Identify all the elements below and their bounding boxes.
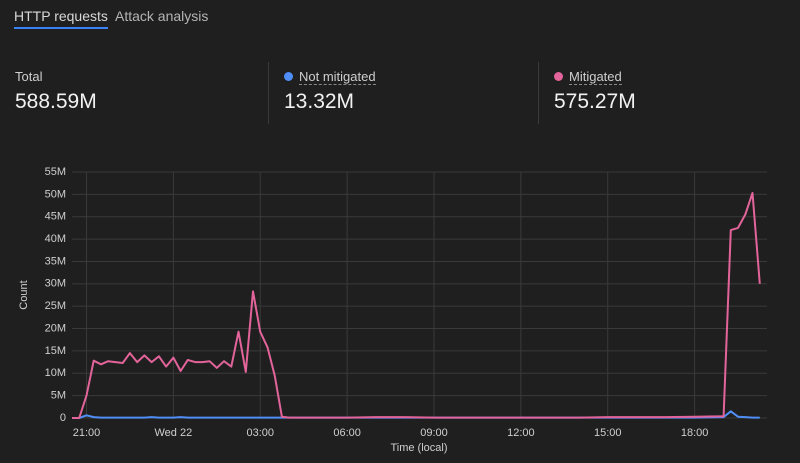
y-tick-label: 0 xyxy=(60,412,66,424)
y-tick-label: 10M xyxy=(45,367,66,379)
series-line xyxy=(72,192,761,419)
x-tick-label: 21:00 xyxy=(73,427,101,439)
x-tick-label: 03:00 xyxy=(246,427,274,439)
y-tick-label: 25M xyxy=(45,300,66,312)
legend-dot xyxy=(554,72,563,81)
y-tick-label: 20M xyxy=(45,322,66,334)
separator xyxy=(268,62,269,124)
x-axis-label: Time (local) xyxy=(390,442,447,454)
tab[interactable]: HTTP requests xyxy=(14,8,108,29)
x-tick-label: 18:00 xyxy=(681,427,709,439)
y-tick-label: 5M xyxy=(51,390,66,402)
y-tick-label: 30M xyxy=(45,278,66,290)
x-tick-label: 15:00 xyxy=(594,427,622,439)
x-tick-label: 06:00 xyxy=(333,427,361,439)
separator xyxy=(538,62,539,124)
x-tick-label: Wed 22 xyxy=(154,427,192,439)
y-tick-label: 15M xyxy=(45,345,66,357)
stat-label: Total xyxy=(15,69,43,84)
stat-label: Mitigated xyxy=(554,69,622,85)
x-tick-label: 12:00 xyxy=(507,427,535,439)
y-tick-label: 40M xyxy=(45,233,66,245)
stat-value: 588.59M xyxy=(15,90,97,113)
tab[interactable]: Attack analysis xyxy=(115,8,209,24)
stat-value: 13.32M xyxy=(284,90,355,113)
stat-label: Not mitigated xyxy=(284,69,376,85)
legend-label: Not mitigated xyxy=(299,69,376,85)
x-tick-label: 09:00 xyxy=(420,427,448,439)
y-tick-label: 35M xyxy=(45,255,66,267)
stat-value: 575.27M xyxy=(554,90,636,113)
y-tick-label: 50M xyxy=(45,188,66,200)
y-tick-label: 55M xyxy=(45,166,66,178)
legend-label: Mitigated xyxy=(569,69,622,85)
y-axis-label: Count xyxy=(18,280,30,309)
legend-dot xyxy=(284,72,293,81)
y-tick-label: 45M xyxy=(45,211,66,223)
